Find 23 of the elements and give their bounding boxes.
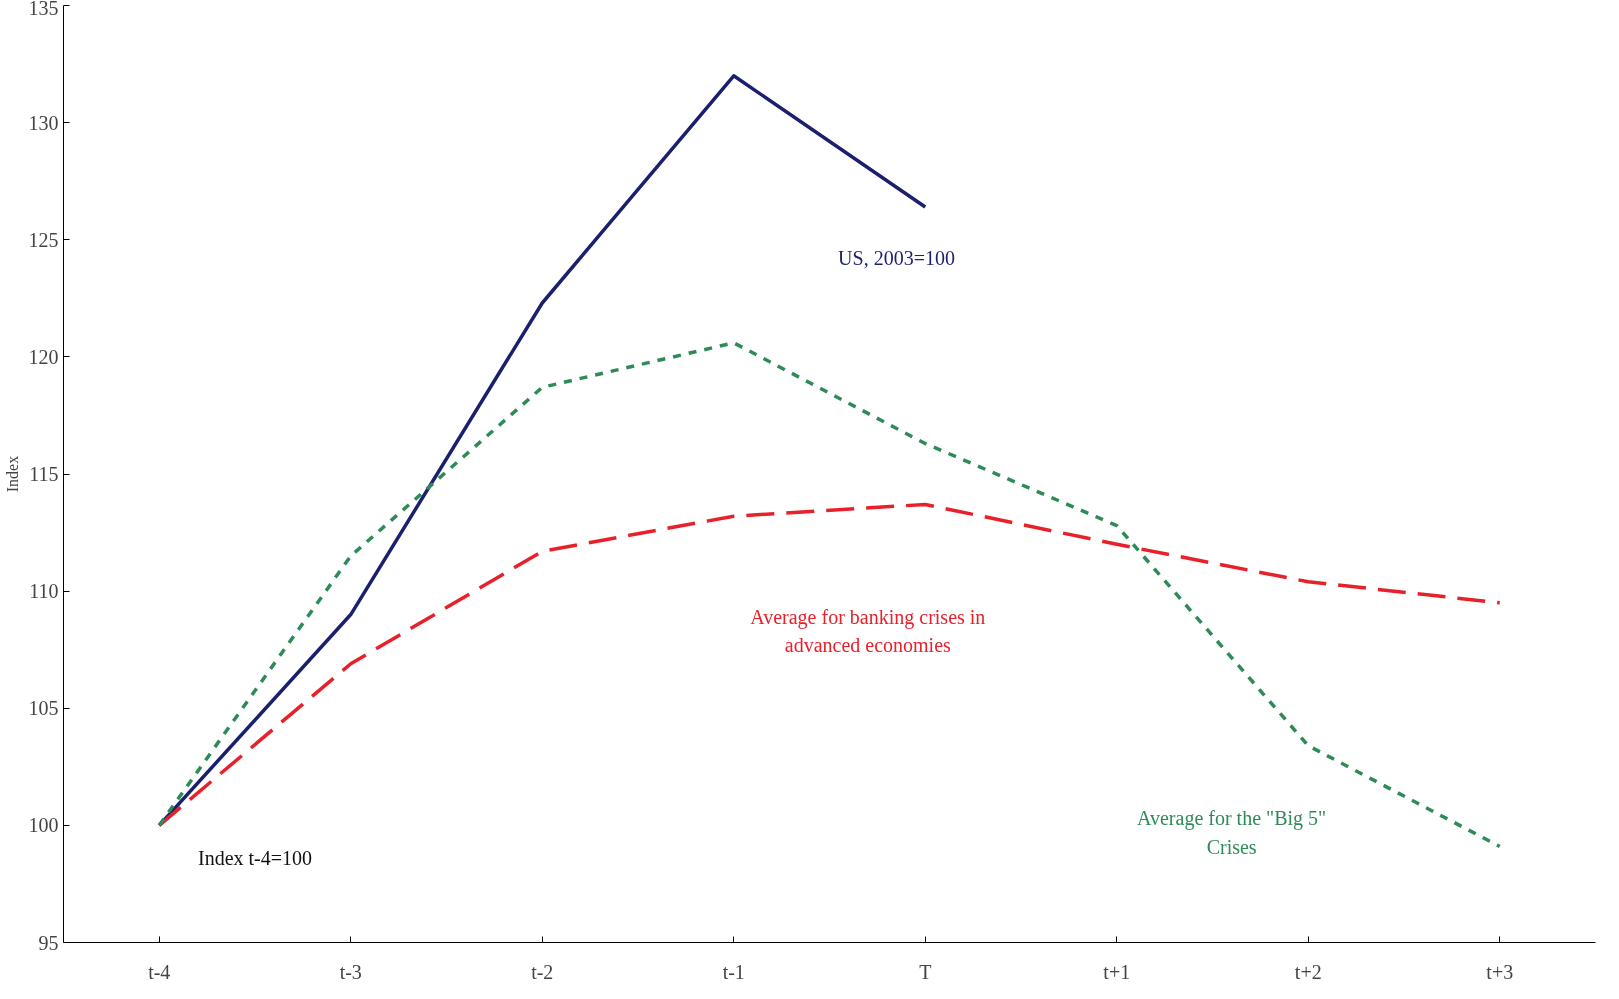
- line-series: [157, 502, 1502, 828]
- y-tick-label: 100: [28, 814, 59, 837]
- text: Average for banking crises in advanced economies: [750, 605, 986, 657]
- text: US, 2003=100: [838, 247, 955, 270]
- x-tick-label: T: [919, 960, 932, 983]
- y-tick-label: 110: [29, 580, 59, 603]
- x-tick-label: t-1: [722, 960, 745, 983]
- y-tick-label: 95: [38, 931, 59, 954]
- y-tick-label: 115: [29, 463, 59, 485]
- x-tick-label: t-3: [339, 960, 362, 983]
- y-tick-label: 105: [28, 697, 59, 720]
- x-tick-label: t+3: [1486, 960, 1514, 983]
- x-tick-label: t+2: [1294, 960, 1322, 983]
- y-axis-title: Index: [3, 455, 21, 493]
- text: Average for the "Big 5" Crises: [1137, 807, 1327, 858]
- y-tick-label: 135: [28, 0, 59, 19]
- y-tick-label: 125: [28, 228, 59, 251]
- y-tick-label: 120: [28, 345, 59, 368]
- annotation: Index t-4=100: [197, 847, 313, 870]
- x-tick-label: t-4: [148, 960, 171, 983]
- y-tick-label: 130: [28, 111, 59, 134]
- x-tick-label: t-2: [531, 960, 554, 983]
- x-tick-label: t+1: [1103, 960, 1131, 983]
